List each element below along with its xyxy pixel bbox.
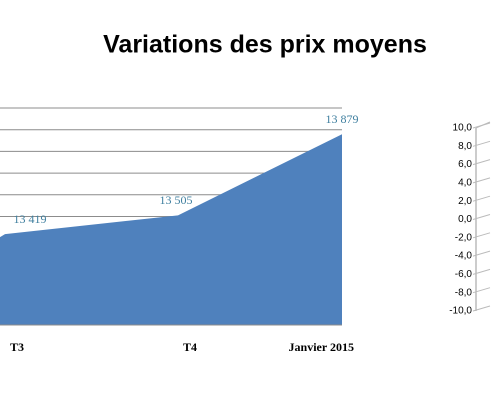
- y-tick-label: -4,0: [455, 251, 473, 262]
- data-label: 13 505: [160, 193, 193, 207]
- tick-mark: [472, 177, 491, 184]
- area-lead: [0, 234, 5, 325]
- y-tick-label: 0,0: [458, 214, 472, 225]
- tick-mark: [472, 159, 491, 166]
- y-tick-label: -10,0: [449, 306, 472, 317]
- y-tick-label: 10,0: [453, 123, 473, 134]
- y-tick-label: -2,0: [455, 232, 473, 243]
- y-tick-label: -8,0: [455, 287, 473, 298]
- tick-mark: [472, 232, 491, 239]
- chart-title: Variations des prix moyens: [103, 31, 427, 59]
- y-tick-label: 8,0: [458, 141, 472, 152]
- y-tick-label: -6,0: [455, 269, 473, 280]
- x-tick-label: T4: [183, 340, 197, 354]
- area: [5, 134, 342, 325]
- tick-mark: [472, 214, 491, 220]
- x-tick-label: Janvier 2015: [289, 340, 354, 354]
- data-label: 13 419: [14, 212, 47, 226]
- tick-mark: [472, 305, 491, 312]
- tick-mark: [472, 122, 491, 129]
- data-label: 13 879: [326, 112, 359, 126]
- tick-mark: [472, 268, 491, 275]
- y-tick-label: 2,0: [458, 196, 472, 207]
- tick-mark: [472, 140, 491, 147]
- tick-mark: [472, 195, 491, 202]
- y-tick-label: 6,0: [458, 159, 472, 170]
- tick-mark: [472, 287, 491, 294]
- x-tick-label: T3: [10, 340, 24, 354]
- y-tick-label: 4,0: [458, 178, 472, 189]
- tick-mark: [472, 250, 491, 257]
